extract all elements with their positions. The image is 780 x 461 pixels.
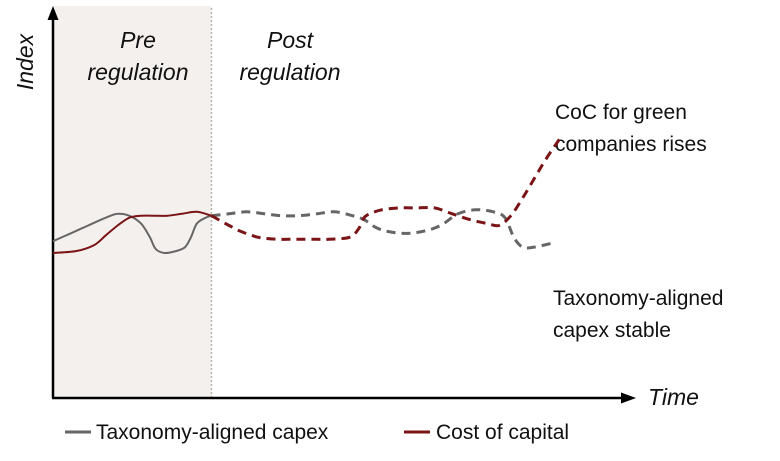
y-axis-label: Index (12, 32, 38, 90)
coc-annotation-line2: companies rises (555, 133, 707, 156)
y-axis-arrowhead-icon (47, 6, 59, 20)
x-axis-arrowhead-icon (621, 392, 636, 404)
coc-annotation-line1: CoC for green (555, 101, 687, 124)
pre-label-line2: regulation (87, 59, 188, 85)
x-axis-label: Time (648, 384, 699, 410)
series-layer (52, 136, 563, 255)
capex-annotation-line1: Taxonomy-aligned (553, 287, 723, 310)
post-label-line2: regulation (239, 59, 340, 85)
post-label-line1: Post (267, 27, 315, 53)
capex-annotation-line2: capex stable (553, 319, 671, 342)
legend-coc-label: Cost of capital (436, 421, 569, 444)
capex-line-pre (52, 212, 212, 255)
coc-line-post (210, 136, 563, 241)
pre-label-line1: Pre (120, 27, 156, 53)
capex-line-post (211, 208, 553, 250)
pre-regulation-shade (53, 6, 212, 398)
coc-line-pre (52, 210, 212, 254)
legend-capex-label: Taxonomy-aligned capex (96, 421, 329, 444)
